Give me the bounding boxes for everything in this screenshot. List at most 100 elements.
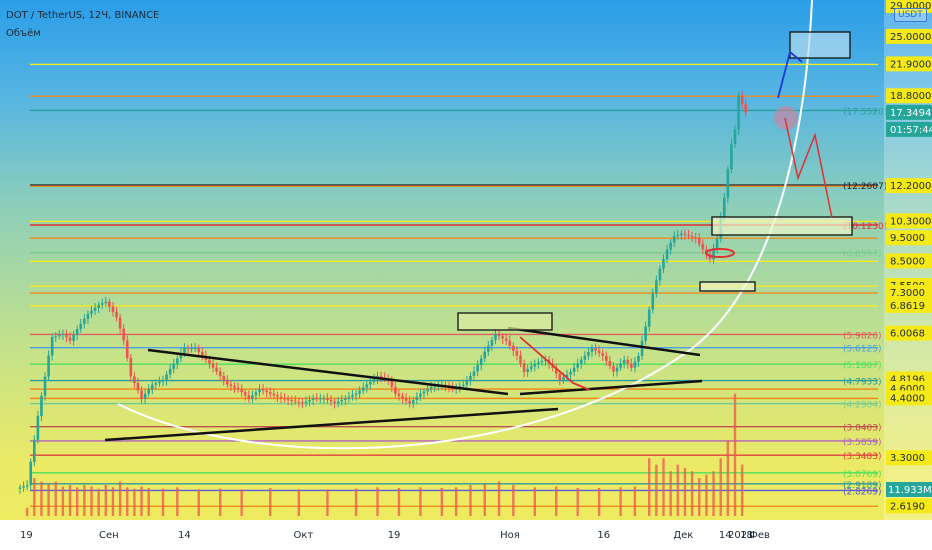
candle-body	[136, 383, 140, 391]
candle-body	[740, 95, 744, 105]
level-value-label: (2.9189)	[843, 481, 882, 491]
candle-body	[426, 389, 429, 392]
price-axis-label: 4.4000	[890, 393, 925, 404]
currency-badge[interactable]: USDT	[894, 8, 927, 22]
candle-body	[722, 197, 726, 218]
candle-body	[197, 348, 201, 352]
volume-bar	[698, 478, 701, 516]
volume-bar	[705, 474, 708, 516]
candle-body	[29, 461, 33, 486]
candle-body	[108, 301, 111, 307]
volume-indicator-label[interactable]: Объём	[6, 28, 41, 39]
price-axis-label: 4.8196	[890, 374, 925, 385]
candle-body	[315, 398, 319, 400]
candle-body	[265, 390, 268, 393]
candle-body	[143, 393, 147, 399]
candle-body	[519, 355, 522, 364]
price-axis-label: 10.3000	[890, 216, 931, 227]
candle-body	[522, 363, 526, 373]
price-axis-badge	[886, 325, 932, 341]
candle-body	[379, 375, 383, 378]
volume-bar	[33, 478, 36, 516]
candle-body	[83, 318, 86, 324]
candle-body	[733, 129, 737, 144]
volume-bar	[454, 487, 458, 516]
time-tick-label: Ноя	[500, 530, 520, 541]
level-value-label: (10.1230)	[843, 222, 887, 232]
candle-body	[640, 340, 644, 356]
candle-body	[158, 381, 161, 384]
volume-bars	[25, 393, 744, 516]
candle-body	[93, 307, 97, 311]
candle-body	[125, 340, 129, 358]
candle-body	[504, 338, 508, 341]
candle-body	[583, 355, 587, 360]
candle-body	[43, 376, 47, 396]
time-tick-label: Фев	[749, 530, 770, 541]
candle-body	[397, 393, 401, 396]
candle-body	[336, 401, 340, 404]
volume-bar	[219, 488, 222, 516]
price-axis-label: 25.0000	[890, 32, 931, 43]
candle-body	[258, 388, 261, 393]
volume-bar	[297, 489, 301, 516]
volume-bar	[90, 486, 93, 516]
candle-body	[415, 396, 419, 401]
price-axis-label: 2.6190	[890, 501, 925, 512]
volume-bar	[676, 464, 679, 516]
volume-bar	[126, 487, 129, 516]
candle-body	[100, 303, 104, 305]
volume-bar	[597, 488, 601, 516]
candle-body	[390, 380, 394, 387]
target-box	[789, 31, 851, 59]
candle-body	[36, 416, 40, 440]
volume-bar	[269, 488, 272, 516]
volume-badge	[886, 482, 932, 497]
candle-body	[501, 336, 504, 339]
price-axis-badge	[886, 178, 932, 194]
price-axis-label: 7.3000	[890, 288, 925, 299]
volume-bar	[25, 507, 29, 516]
candle-body	[637, 355, 640, 362]
candle-body	[594, 347, 597, 351]
candle-body	[712, 248, 715, 260]
level-value-label: (2.8269)	[843, 487, 882, 497]
volume-bar	[740, 464, 744, 516]
candle-body	[283, 398, 286, 400]
candle-body	[554, 367, 558, 374]
price-axis-label: 6.8619	[890, 301, 925, 312]
candle-body	[608, 361, 612, 367]
candle-body	[215, 367, 218, 372]
volume-bar	[76, 487, 79, 516]
candle-body	[79, 323, 83, 330]
time-tick-label: Окт	[293, 530, 313, 541]
candle-body	[672, 236, 676, 243]
volume-bar	[104, 485, 107, 516]
price-axis-badge	[886, 230, 932, 246]
candle-body	[254, 392, 258, 396]
candle-body	[404, 398, 408, 401]
candle-body	[236, 387, 240, 390]
candle-body	[247, 395, 251, 399]
volume-bar	[655, 464, 658, 516]
candle-body	[587, 351, 590, 356]
price-axis-label: 21.9000	[890, 59, 931, 70]
candle-body	[562, 377, 565, 381]
trendline-support-2	[519, 379, 703, 396]
candle-body	[715, 238, 719, 249]
candle-body	[208, 359, 211, 364]
volume-bar	[648, 458, 651, 516]
candle-body	[150, 384, 154, 390]
time-tick-label: 16	[597, 530, 610, 541]
volume-bar	[733, 393, 737, 516]
time-axis	[0, 520, 932, 550]
volume-bar	[633, 486, 637, 516]
candle-body	[565, 374, 569, 378]
projection-arrow-up	[777, 50, 803, 99]
countdown-badge	[886, 121, 932, 137]
candle-body	[408, 400, 411, 404]
chart-title: DOT / TetherUS, 12Ч, BINANCE	[6, 10, 160, 21]
cup-arc	[117, 0, 813, 450]
